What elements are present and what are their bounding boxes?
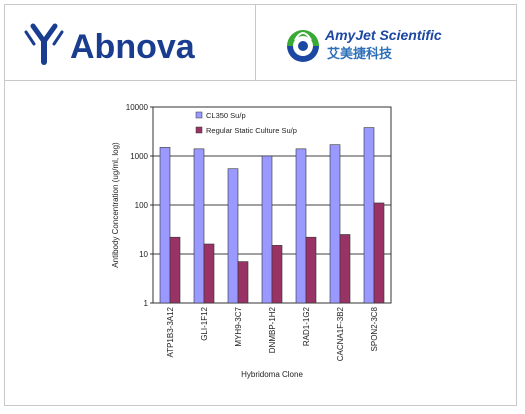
legend-swatch — [195, 126, 203, 134]
bar-cl350-rad1-1g2 — [295, 148, 307, 304]
legend: CL350 Su/p Regular Static Culture Su/p — [195, 111, 297, 135]
legend-label: Regular Static Culture Su/p — [206, 126, 297, 135]
y-tick-labels: 1 10 100 1000 10000 — [126, 103, 153, 308]
y-tick-label: 10000 — [126, 103, 149, 112]
header-separator — [255, 4, 256, 80]
x-tick-label: CACNA1F-3B2 — [336, 306, 345, 361]
amyjet-emblem-icon — [287, 30, 319, 62]
bar-cl350-cacna1f-3b2 — [329, 144, 341, 304]
y-tick-label: 1 — [144, 299, 149, 308]
bar-cl350-dnmbp-1h2 — [261, 155, 273, 304]
legend-swatch — [195, 111, 203, 119]
bar-static-rad1-1g2 — [305, 236, 317, 304]
x-tick-label: SPON2-3C8 — [370, 306, 379, 351]
bar-cl350-gli-1f12 — [193, 148, 205, 304]
y-tick-label: 100 — [135, 201, 149, 210]
y-tick-label: 10 — [139, 250, 148, 259]
bar-static-dnmbp-1h2 — [271, 245, 283, 304]
x-tick-label: ATP1B3-3A12 — [166, 306, 175, 357]
bar-cl350-spon2-3c8 — [363, 127, 375, 304]
amyjet-logo-text-cn: 艾美捷科技 — [327, 46, 393, 62]
bars — [159, 127, 385, 304]
bar-static-gli-1f12 — [203, 243, 215, 304]
abnova-logo: Abnova — [24, 23, 196, 66]
antibody-icon — [24, 23, 64, 65]
y-tick-label: 1000 — [130, 152, 148, 161]
x-tick-label: GLI-1F12 — [200, 306, 209, 340]
bar-static-atp1b3-3a12 — [169, 236, 181, 304]
x-tick-labels: ATP1B3-3A12 GLI-1F12 MYH9-3C7 DNMBP-1H2 RAD1… — [166, 306, 379, 361]
x-axis-title: Hybridoma Clone — [241, 370, 303, 379]
legend-label: CL350 Su/p — [206, 111, 246, 120]
bar-static-myh9-3c7 — [237, 261, 249, 304]
x-tick-label: MYH9-3C7 — [234, 306, 243, 346]
x-tick-label: RAD1-1G2 — [302, 306, 311, 346]
bar-cl350-atp1b3-3a12 — [159, 147, 171, 304]
bar-static-spon2-3c8 — [373, 202, 385, 304]
bar-cl350-myh9-3c7 — [227, 168, 239, 304]
abnova-logo-text: Abnova — [70, 28, 196, 66]
page-frame — [4, 4, 517, 406]
header-divider — [4, 80, 517, 81]
amyjet-logo-text-en: AmyJet Scientific — [324, 27, 442, 43]
x-tick-label: DNMBP-1H2 — [268, 306, 277, 353]
amyjet-logo: AmyJet Scientific 艾美捷科技 — [287, 27, 442, 62]
bar-static-cacna1f-3b2 — [339, 234, 351, 304]
y-axis-title: Antibody Concentration (ug/ml, log) — [111, 142, 120, 268]
